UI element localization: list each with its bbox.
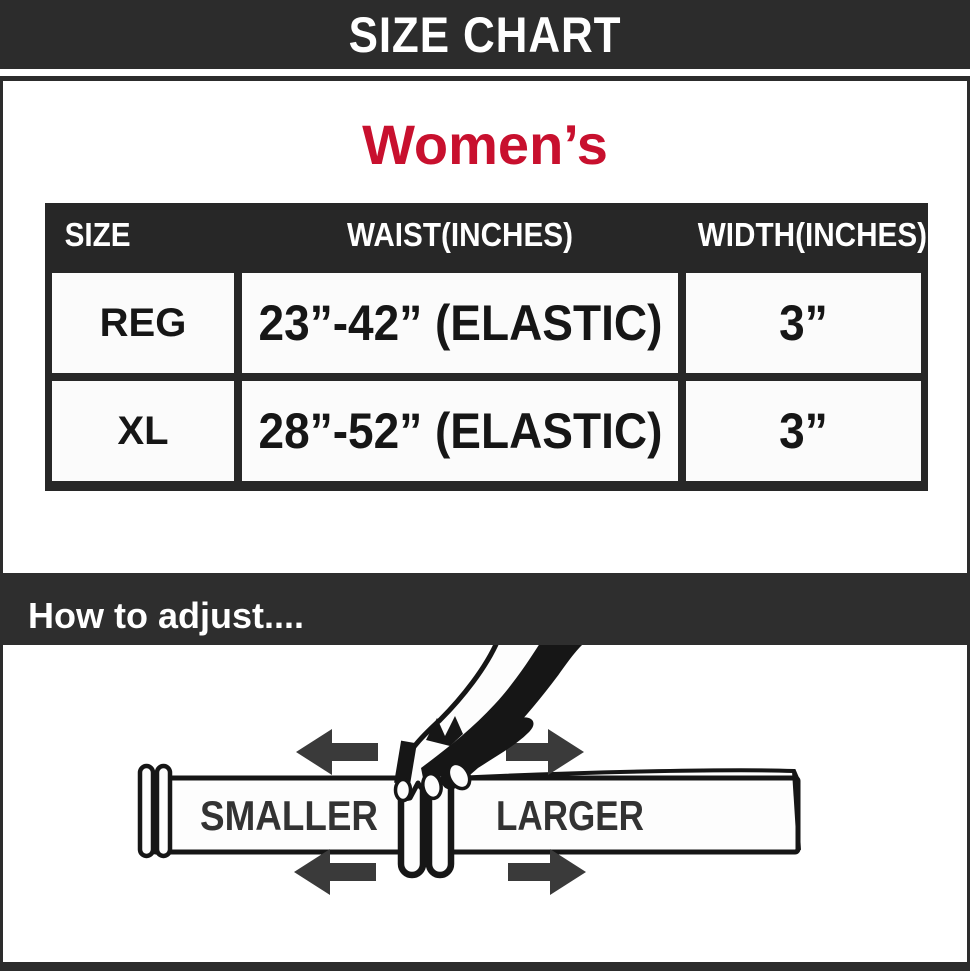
table-row-reg: REG 23”-42” (ELASTIC) 3”	[45, 273, 928, 373]
column-header-size: SIZE	[64, 216, 131, 253]
arrow-right-bottom-icon	[508, 849, 586, 895]
pinching-hand-icon	[393, 640, 587, 803]
size-table: SIZE WAIST(INCHES) WIDTH(INCHES) REG 23”…	[45, 203, 928, 491]
column-header-waist: WAIST(INCHES)	[346, 216, 574, 253]
table-row-xl: XL 28”-52” (ELASTIC) 3”	[45, 381, 928, 481]
belt-adjust-illustration: SMALLER LARGER	[137, 640, 801, 895]
cell-width: 3”	[779, 295, 828, 351]
belt-buckle	[137, 763, 173, 859]
cell-width: 3”	[779, 403, 828, 459]
adjust-heading: How to adjust....	[28, 595, 304, 636]
title-bar: SIZE CHART	[0, 0, 970, 69]
table-body: REG 23”-42” (ELASTIC) 3” XL 28”-52” (ELA…	[45, 267, 928, 481]
cell-waist: 23”-42” (ELASTIC)	[258, 295, 662, 351]
cell-waist: 28”-52” (ELASTIC)	[258, 403, 662, 459]
page-title: SIZE CHART	[348, 6, 622, 63]
table-header-row: SIZE WAIST(INCHES) WIDTH(INCHES)	[45, 203, 928, 267]
arrow-left-bottom-icon	[294, 849, 376, 895]
adjust-section-band: How to adjust....	[0, 573, 970, 645]
larger-label: LARGER	[496, 792, 644, 839]
arrow-right-top-icon	[506, 729, 584, 775]
cell-size: XL	[52, 381, 234, 481]
column-header-width: WIDTH(INCHES)	[697, 216, 928, 253]
cell-size: REG	[52, 273, 234, 373]
smaller-label: SMALLER	[200, 792, 378, 839]
womens-heading: Women’s	[362, 113, 608, 176]
arrow-left-top-icon	[296, 729, 378, 775]
